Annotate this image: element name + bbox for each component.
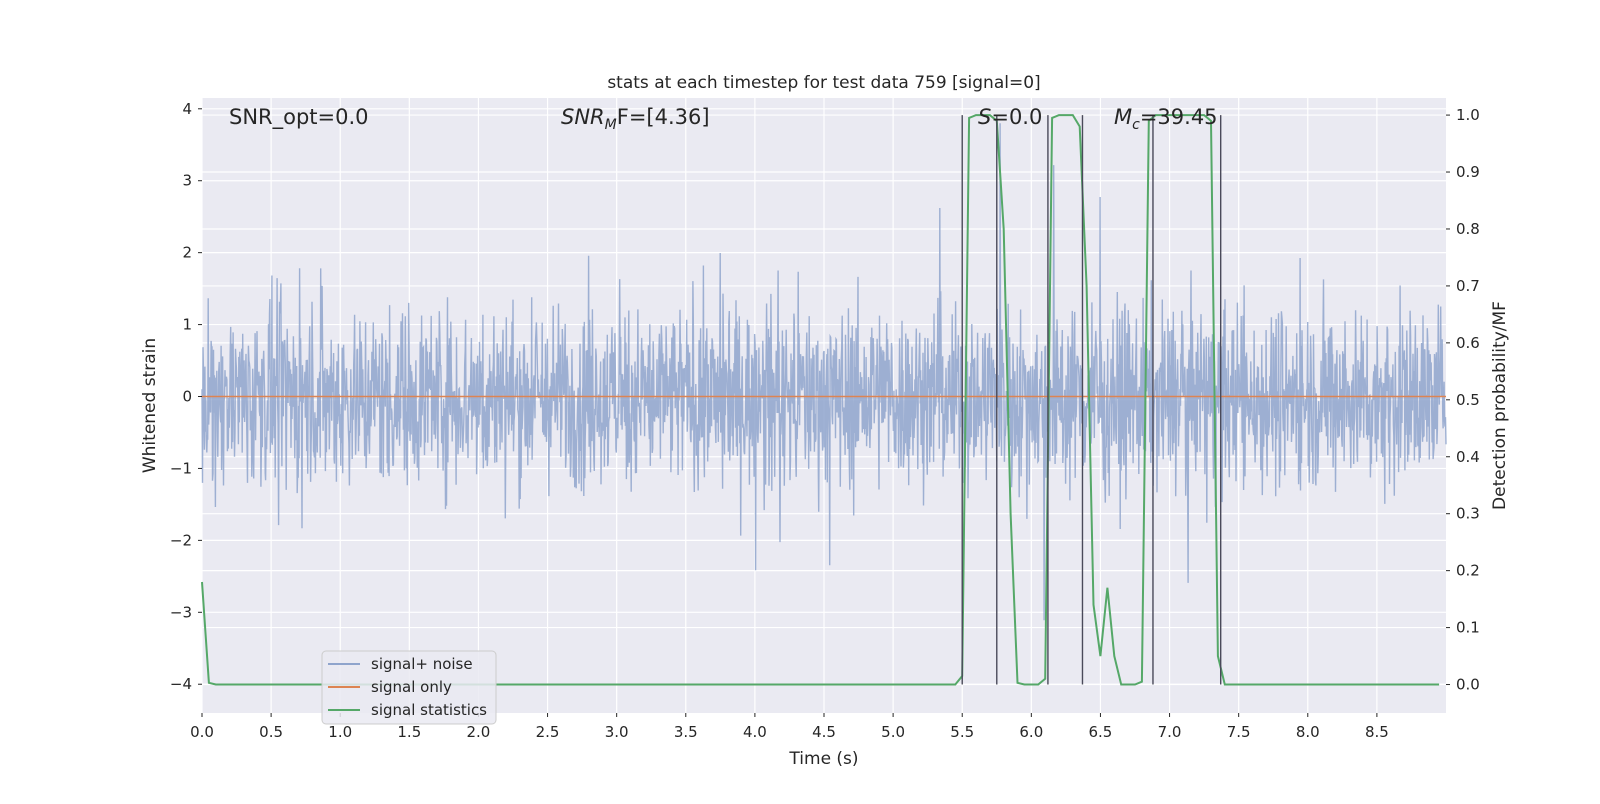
- signal-statistics-series: [201, 114, 1440, 686]
- y-tick-label-left: −1: [170, 459, 192, 477]
- x-tick-label: 0.5: [259, 723, 283, 741]
- x-tick-label: 4.5: [812, 723, 836, 741]
- annotation-snr-opt: SNR_opt=0.0: [229, 105, 369, 130]
- x-tick-label: 0.0: [190, 723, 214, 741]
- annotation-snr-mf: SNRMF=[4.36]: [561, 105, 710, 133]
- y-tick-label-left: 1: [182, 316, 192, 334]
- y-tick-label-left: 3: [182, 172, 192, 190]
- y-tick-label-left: −4: [170, 675, 192, 693]
- y-tick-label-right: 0.8: [1456, 220, 1480, 238]
- y-tick-label-left: 4: [182, 100, 192, 118]
- y-tick-label-left: 0: [182, 388, 192, 406]
- y-tick-label-right: 0.1: [1456, 619, 1480, 637]
- x-tick-label: 8.5: [1365, 723, 1389, 741]
- x-tick-label: 3.0: [605, 723, 629, 741]
- x-tick-label: 3.5: [674, 723, 698, 741]
- annotation-s-symbol: S: [978, 105, 991, 129]
- x-tick-label: 7.0: [1158, 723, 1182, 741]
- legend-label-signal-statistics: signal statistics: [371, 701, 487, 719]
- x-tick-label: 8.0: [1296, 723, 1320, 741]
- annotation-mc-symbol: M: [1114, 105, 1132, 129]
- y-tick-label-right: 0.9: [1456, 163, 1480, 181]
- y-tick-label-right: 0.5: [1456, 391, 1480, 409]
- legend-box: [321, 650, 497, 725]
- y-tick-label-left: −3: [170, 603, 192, 621]
- legend-label-signal-noise: signal+ noise: [371, 655, 473, 673]
- x-tick-label: 5.5: [950, 723, 974, 741]
- signal-noise-series: [201, 123, 1447, 621]
- annotation-s: S=0.0: [978, 105, 1042, 129]
- y-tick-label-right: 0.2: [1456, 562, 1480, 580]
- x-tick-label: 5.0: [881, 723, 905, 741]
- legend-label-signal-only: signal only: [371, 678, 452, 696]
- y-tick-label-right: 0.7: [1456, 277, 1480, 295]
- legend: signal+ noise signal only signal statist…: [321, 650, 497, 725]
- y-tick-label-left: −2: [170, 531, 192, 549]
- x-tick-label: 1.0: [328, 723, 352, 741]
- annotation-snr-mf-symbol: SNR: [561, 105, 605, 129]
- annotation-mc-subscript: c: [1132, 117, 1140, 133]
- annotation-s-value: =0.0: [991, 105, 1042, 129]
- annotation-snr-mf-subscript: M: [605, 117, 617, 133]
- annotation-mc: Mc=39.45: [1114, 105, 1218, 133]
- y-axis-label-right: Detection probability/MF: [1490, 301, 1510, 510]
- signal-noise-line: [201, 123, 1447, 621]
- x-tick-label: 2.0: [467, 723, 491, 741]
- annotation-mc-value: =39.45: [1140, 105, 1218, 129]
- x-tick-label: 6.0: [1019, 723, 1043, 741]
- signal-statistics-line: [201, 114, 1440, 686]
- y-axis-label-left: Whitened strain: [140, 338, 160, 473]
- y-tick-label-left: 2: [182, 244, 192, 262]
- y-tick-label-right: 0.6: [1456, 334, 1480, 352]
- chart-title: stats at each timestep for test data 759…: [607, 73, 1040, 93]
- y-tick-label-right: 0.4: [1456, 448, 1480, 466]
- x-tick-label: 2.5: [536, 723, 560, 741]
- x-axis-label: Time (s): [788, 749, 858, 769]
- event-lines: [961, 115, 1222, 685]
- x-tick-label: 6.5: [1089, 723, 1113, 741]
- y-tick-label-right: 0.0: [1456, 676, 1480, 694]
- x-tick-label: 1.5: [397, 723, 421, 741]
- x-tick-label: 4.0: [743, 723, 767, 741]
- x-tick-label: 7.5: [1227, 723, 1251, 741]
- annotation-snr-mf-value: F=[4.36]: [617, 105, 710, 129]
- tick-labels: 0.0 0.5 1.0 1.5 2.0 2.5 3.0 3.5 4.0 4.5 5.0 5.5 6.0 6…: [170, 100, 1480, 741]
- y-tick-label-right: 0.3: [1456, 505, 1480, 523]
- y-tick-label-right: 1.0: [1456, 106, 1480, 124]
